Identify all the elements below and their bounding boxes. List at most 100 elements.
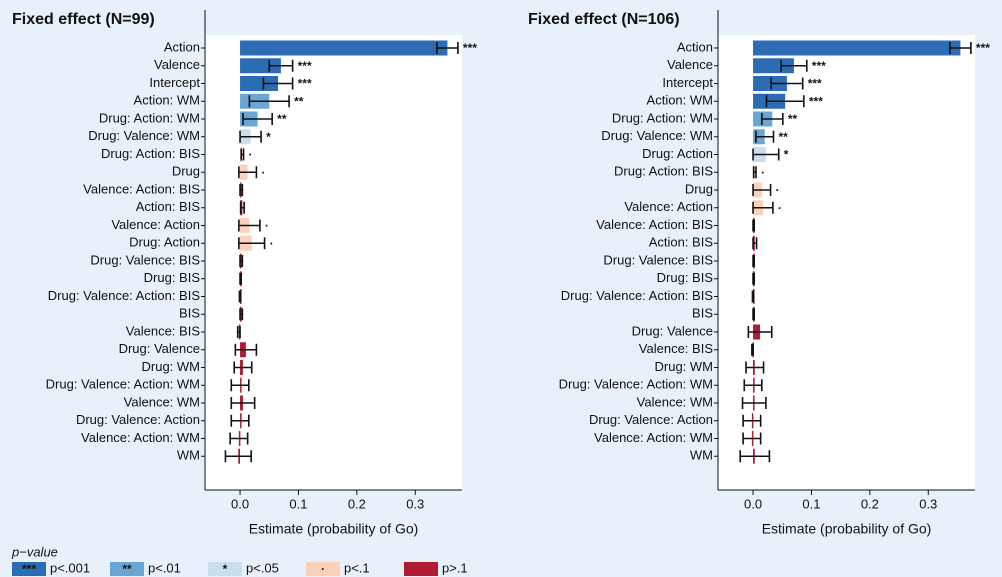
error-bar: [761, 113, 784, 125]
significance-label: ·: [776, 183, 780, 197]
error-bar: [239, 255, 244, 267]
bar: [240, 58, 281, 74]
legend-symbol: **: [122, 562, 132, 576]
error-bar: [751, 343, 754, 356]
y-tick-label: Drug: Valence: Action: [76, 412, 200, 427]
y-tick-label: Drug: BIS: [657, 270, 714, 285]
error-bar: [755, 130, 775, 143]
error-bar: [238, 237, 266, 250]
y-tick-label: Drug: WM: [655, 359, 714, 374]
error-bar: [230, 414, 250, 427]
error-bar: [752, 148, 780, 161]
error-bar: [234, 343, 258, 356]
y-tick-label: Drug: Valence: Action: [589, 412, 713, 427]
error-bar: [262, 77, 294, 90]
error-bar: [752, 166, 757, 179]
significance-label: ·: [778, 201, 782, 215]
significance-label: ·: [249, 148, 253, 162]
y-tick-label: Valence: Action: [624, 199, 713, 214]
error-bar: [742, 432, 762, 445]
y-tick-label: WM: [177, 448, 200, 463]
x-tick-label: 0.2: [861, 496, 879, 511]
y-tick-label: Drug: Valence: [119, 341, 200, 356]
bar: [753, 76, 787, 91]
y-tick-label: Drug: Valence: BIS: [90, 252, 200, 267]
error-bar: [242, 113, 273, 125]
bar: [753, 58, 794, 74]
significance-label: ·: [270, 236, 274, 250]
error-bar: [949, 42, 972, 54]
significance-label: ·: [761, 165, 765, 179]
error-bar: [752, 219, 756, 232]
y-tick-label: Drug: Valence: BIS: [603, 252, 713, 267]
significance-label: ***: [298, 77, 312, 91]
y-tick-label: Action: WM: [134, 93, 200, 108]
legend-swatch: [110, 562, 144, 576]
x-axis-label: Estimate (probability of Go): [762, 521, 932, 537]
error-bar: [233, 361, 253, 374]
significance-label: **: [788, 112, 798, 126]
y-tick-label: Valence: Action: [111, 217, 200, 232]
legend-symbol: ·: [321, 562, 325, 576]
error-bar: [436, 42, 459, 54]
y-tick-label: Drug: BIS: [144, 270, 201, 285]
legend-label: p>.1: [442, 560, 468, 575]
y-tick-label: Drug: Action: [642, 146, 713, 161]
error-bar: [240, 148, 245, 161]
chart-title: Fixed effect (N=106): [528, 11, 680, 28]
y-tick-label: Action: BIS: [649, 235, 714, 250]
error-bar: [742, 414, 762, 427]
y-tick-label: Drug: Valence: Action: WM: [559, 377, 713, 392]
error-bar: [239, 308, 244, 321]
significance-label: ***: [808, 77, 822, 91]
y-tick-label: Drug: Valence: WM: [88, 128, 200, 143]
y-tick-label: BIS: [179, 306, 200, 321]
x-axis-label: Estimate (probability of Go): [249, 521, 419, 537]
significance-label: ***: [812, 59, 826, 73]
x-tick-label: 0.1: [289, 496, 307, 511]
error-bar: [239, 184, 244, 196]
significance-label: ***: [976, 41, 990, 55]
legend-swatch: [306, 562, 340, 576]
error-bar: [752, 184, 772, 196]
y-tick-label: Drug: Action: BIS: [614, 164, 713, 179]
error-bar: [230, 379, 250, 392]
y-tick-label: Drug: Action: BIS: [101, 146, 200, 161]
y-tick-label: Valence: Action: BIS: [596, 217, 713, 232]
y-tick-label: Drug: WM: [142, 359, 201, 374]
error-bar: [741, 397, 767, 409]
y-tick-label: Drug: Valence: Action: BIS: [48, 288, 201, 303]
error-bar: [239, 201, 245, 214]
y-tick-label: Intercept: [149, 75, 200, 90]
x-tick-label: 0.3: [919, 496, 937, 511]
y-tick-label: BIS: [692, 306, 713, 321]
x-tick-label: 0.1: [802, 496, 820, 511]
error-bar: [765, 95, 805, 108]
legend-title: p−value: [11, 544, 58, 559]
error-bar: [739, 450, 771, 463]
error-bar: [239, 272, 243, 285]
x-tick-label: 0.0: [744, 496, 762, 511]
y-tick-label: Drug: Action: WM: [612, 110, 713, 125]
y-tick-label: Drug: [685, 181, 713, 196]
significance-label: **: [277, 112, 287, 126]
y-tick-label: Valence: Action: WM: [594, 430, 713, 445]
legend-symbol: ***: [22, 562, 36, 576]
y-tick-label: Drug: Valence: Action: BIS: [561, 288, 714, 303]
significance-label: ***: [809, 94, 823, 108]
error-bar: [268, 59, 294, 72]
significance-label: **: [294, 94, 304, 108]
y-tick-label: WM: [690, 448, 713, 463]
legend-symbol: *: [223, 562, 228, 576]
y-tick-label: Action: [677, 39, 713, 54]
y-tick-label: Action: [164, 39, 200, 54]
significance-label: ·: [265, 219, 269, 233]
y-tick-label: Valence: Action: WM: [81, 430, 200, 445]
y-tick-label: Action: WM: [647, 93, 713, 108]
y-tick-label: Valence: WM: [637, 394, 713, 409]
bar: [240, 76, 279, 91]
bar: [753, 40, 961, 56]
error-bar: [770, 77, 804, 90]
significance-label: **: [778, 130, 788, 144]
y-tick-label: Valence: BIS: [126, 323, 201, 338]
